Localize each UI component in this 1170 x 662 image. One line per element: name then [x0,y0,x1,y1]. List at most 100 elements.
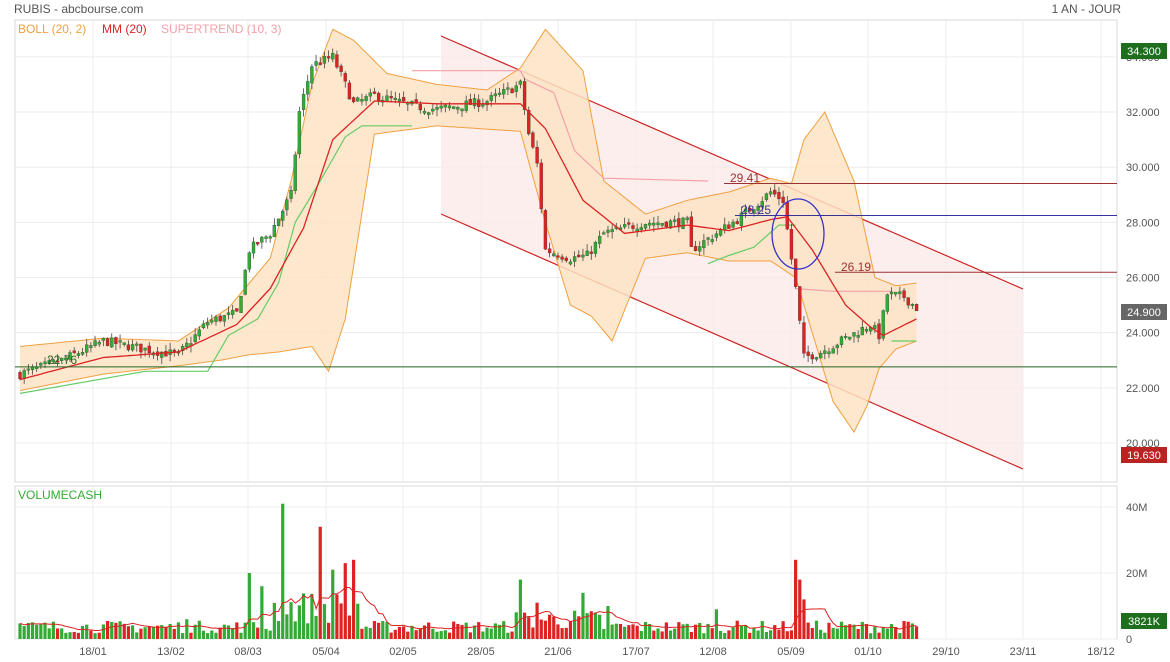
volume-bar [414,630,418,639]
candle-body [864,329,869,332]
candle-body [68,352,72,360]
candle-body [351,97,356,103]
candle-body [768,191,773,195]
volume-bar [718,630,723,639]
period-label[interactable]: 1 AN - JOUR [1052,2,1122,16]
candle-body [543,210,548,250]
candle-body [710,239,714,242]
candle-body [235,308,239,312]
candle-body [201,323,206,329]
volume-bar [47,628,51,639]
volume-bar [819,629,823,639]
volume-bar [556,624,560,639]
candle-body [347,82,352,100]
volume-bar [702,633,706,639]
volume-bar [331,569,335,639]
candle-body [443,104,447,108]
candle-body [839,336,844,345]
candle-body [610,229,614,233]
candle-body [510,88,514,94]
volume-bar [339,603,343,639]
annotation-29-41: 29.41 [730,171,760,185]
volume-bar [522,612,527,639]
candle-body [114,337,118,345]
volume-bar [39,623,43,639]
candle-body [472,98,477,107]
volume-bar [172,628,176,639]
volume-bar [643,622,648,639]
candle-body [860,327,864,336]
volume-bar [243,622,247,639]
supertrend-segment-2 [707,224,796,265]
volume-bar [335,594,339,639]
volume-bar [289,602,293,639]
candle-body [781,196,785,203]
volume-bar [181,633,185,639]
volume-bar [89,630,93,639]
candle-body [756,205,760,211]
volume-bar [910,623,914,639]
volume-bar [139,628,143,639]
legend-supertrend[interactable]: SUPERTREND (10, 3) [161,22,281,36]
volume-bar [564,627,568,639]
volume-bar [55,628,60,639]
volume-bar [627,625,631,639]
candle-body [481,103,485,107]
candle-body [126,344,131,351]
volume-bar [276,620,281,639]
candle-body [597,236,602,244]
candle-body [802,322,806,354]
candle-body [656,222,660,226]
volume-bar [427,622,431,639]
volume-bar [794,559,798,639]
volume-bar [543,620,548,639]
x-tick-label: 21/06 [544,646,572,658]
candle-body [493,93,498,97]
volume-bar [485,627,489,639]
volume-panel[interactable] [14,485,1118,640]
volume-bar [835,628,839,639]
volume-bar [777,629,781,639]
legend-boll[interactable]: BOLL (20, 2) [18,22,86,36]
candle-body [80,352,85,355]
volume-bar [785,631,789,639]
volume-bar [402,626,406,639]
volume-bar [231,628,235,639]
candle-body [489,95,493,101]
volume-bar [468,632,472,639]
x-tick-label: 28/05 [467,646,495,658]
volume-bar [577,616,581,639]
volume-bar [435,631,439,639]
candle-body [264,236,268,239]
volume-bar [889,624,894,639]
volume-bar [306,623,310,639]
candle-body [572,256,577,262]
volume-bar [856,628,860,639]
y-tick-label: 28.000 [1126,217,1160,229]
candle-body [322,56,327,64]
x-tick-label: 01/10 [854,646,882,658]
legend-ma[interactable]: MM (20) [102,22,147,36]
candle-body [552,253,556,257]
candle-body [564,257,568,261]
candle-body [456,107,460,110]
volume-bar [147,626,151,639]
volume-bar [118,621,122,639]
volume-bar [256,627,260,639]
volume-bar [452,621,456,639]
candle-body [827,351,831,355]
volume-bar [151,626,156,639]
candle-body [547,248,552,254]
volume-bar [493,623,497,639]
candle-body [677,218,681,228]
volume-bar [352,559,356,639]
volume-bar [385,622,389,639]
volume-bar [214,632,218,639]
candle-body [39,362,43,366]
volume-bar [585,613,589,639]
volume-bar [318,526,322,639]
candle-body [218,315,222,322]
volume-bar [51,621,55,639]
candle-body [518,80,523,85]
candle-body [464,100,468,111]
